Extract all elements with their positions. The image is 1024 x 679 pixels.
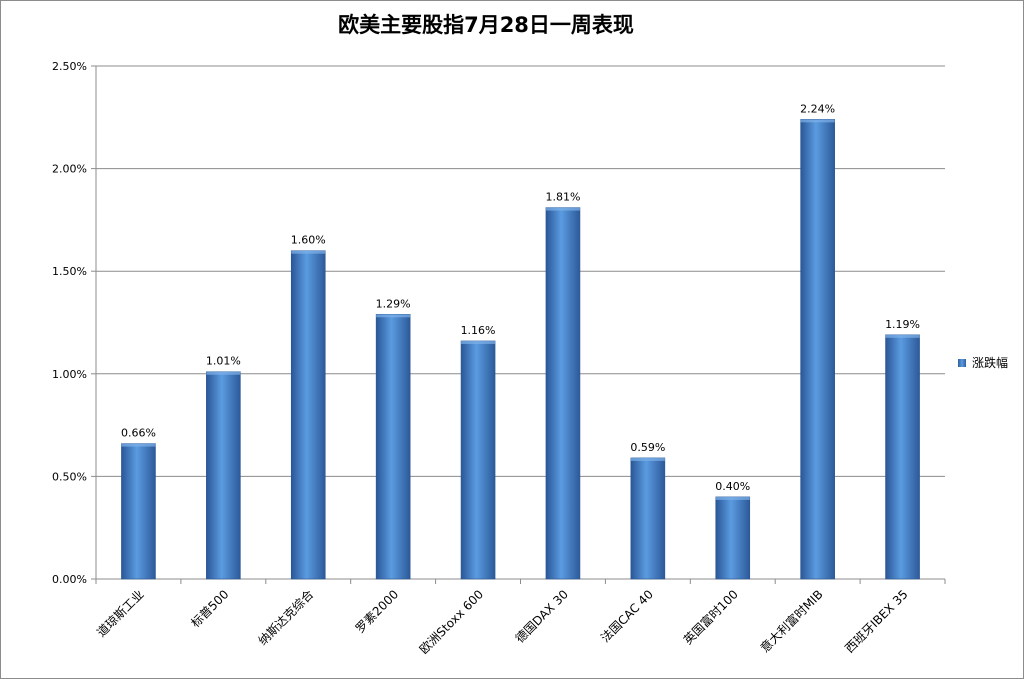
legend-swatch (958, 358, 966, 367)
bar-cap (800, 119, 835, 123)
bar-cap (291, 250, 326, 254)
bar (630, 457, 666, 580)
data-label: 1.16% (461, 324, 496, 337)
data-label: 1.60% (291, 234, 326, 247)
data-labels: 0.66% 1.01% 1.60% 1.29% 1.16% 1.81% 0.59% 0.40%… (121, 102, 920, 493)
data-label: 1.19% (885, 318, 920, 331)
y-tick-label: 1.50% (52, 265, 87, 278)
bar (375, 313, 411, 580)
bar (545, 207, 581, 580)
bar-cap (885, 334, 920, 338)
y-tick-label: 0.00% (52, 573, 87, 586)
x-tick-label: 法国CAC 40 (598, 587, 656, 645)
x-tick-label: 德国DAX 30 (512, 587, 571, 646)
x-tick-label: 英国富时100 (680, 587, 741, 648)
data-label: 0.59% (630, 441, 665, 454)
bar-cap (630, 457, 665, 461)
x-tick-labels: 道琼斯工业 标普500 纳斯达克综合 罗素2000 欧洲Stoxx 600 德国DAX 3… (94, 587, 911, 657)
x-tick-label: 罗素2000 (353, 587, 401, 635)
bar (206, 371, 241, 580)
bar-cap (206, 371, 241, 375)
bar-cap (376, 314, 411, 318)
bars (121, 119, 920, 580)
chart-title: 欧美主要股指7月28日一周表现 (338, 13, 634, 37)
data-label: 1.81% (545, 191, 580, 204)
data-label: 1.29% (376, 297, 411, 310)
x-tick-label: 西班牙IBEX 35 (842, 587, 910, 655)
data-label: 2.24% (800, 102, 835, 115)
bar (290, 250, 326, 580)
y-tick-labels: 0.00% 0.50% 1.00% 1.50% 2.00% 2.50% (52, 60, 87, 586)
x-tick-label: 纳斯达克综合 (255, 587, 317, 649)
bar (715, 496, 751, 580)
bar (121, 443, 156, 580)
data-label: 1.01% (206, 355, 241, 368)
legend-label: 涨跌幅 (972, 356, 1009, 370)
bar-cap (715, 496, 750, 500)
y-tick-label: 2.00% (52, 163, 87, 176)
bar (885, 334, 920, 580)
data-label: 0.40% (715, 480, 750, 493)
bar-cap (461, 340, 496, 344)
bar-cap (545, 207, 580, 211)
x-tick-label: 欧洲Stoxx 600 (417, 587, 486, 656)
bar (800, 119, 835, 580)
x-tick-label: 意大利富时MIB (757, 587, 826, 656)
y-tick-label: 2.50% (52, 60, 87, 73)
legend: 涨跌幅 (958, 354, 1008, 371)
bar-cap (121, 443, 156, 447)
y-tick-label: 0.50% (52, 470, 87, 483)
data-label: 0.66% (121, 427, 156, 440)
x-tick-label: 标普500 (188, 587, 231, 630)
bar (460, 340, 496, 580)
x-tick-label: 道琼斯工业 (94, 587, 147, 640)
y-tick-label: 1.00% (52, 368, 87, 381)
